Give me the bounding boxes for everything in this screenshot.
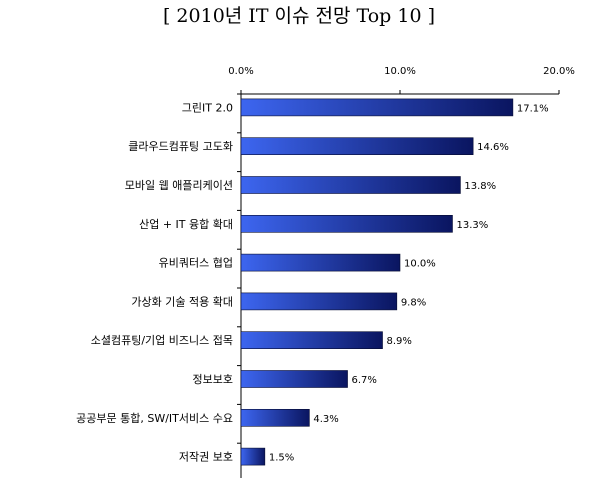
x-tick-label: 10.0% [384,66,416,77]
value-label: 9.8% [401,297,426,308]
value-labels: 17.1% 14.6% 13.8% 13.3% 10.0% 9.8% 8.9% 6.7% 4.3… [269,103,549,463]
category-label: 저작권 보호 [179,451,233,464]
bar [240,331,383,350]
x-tick-label: 20.0% [543,66,575,77]
value-label: 4.3% [313,414,338,425]
category-label: 가상화 기술 적용 확대 [131,295,233,308]
chart-title: [ 2010년 IT 이슈 전망 Top 10 ] [163,5,435,27]
bar [240,408,310,427]
category-label: 산업 + IT 융합 확대 [139,218,233,231]
value-label: 6.7% [352,375,377,386]
bar [240,215,453,233]
category-label: 클라우드컴퓨팅 고도화 [128,140,233,153]
bar [240,292,398,311]
bars [237,93,514,466]
bar [240,137,474,155]
category-label: 정보보호 [193,373,233,386]
category-label: 소셜컴퓨팅/기업 비즈니스 접목 [91,334,233,347]
category-label: 유비쿼터스 협업 [159,257,233,270]
bar [240,447,266,466]
value-label: 13.3% [456,220,488,231]
value-label: 8.9% [387,336,412,347]
category-label: 그린IT 2.0 [182,101,233,114]
value-label: 10.0% [404,259,436,270]
x-tick-label: 0.0% [228,66,253,77]
bar [240,370,348,388]
value-label: 17.1% [517,103,549,114]
value-label: 1.5% [269,453,294,464]
bar [240,253,401,272]
category-label: 모바일 웹 애플리케이션 [125,178,233,192]
value-label: 13.8% [464,181,496,192]
value-label: 14.6% [477,142,509,153]
category-label: 공공부문 통합, SW/IT서비스 수요 [76,412,233,425]
bar [240,98,514,117]
x-axis-ticks: 0.0% 10.0% 20.0% [228,66,575,94]
bar [240,176,461,194]
